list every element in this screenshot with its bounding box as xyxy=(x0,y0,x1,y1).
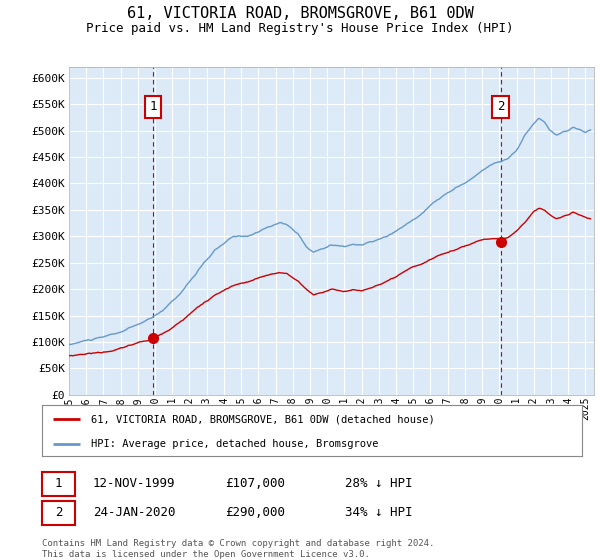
Text: 61, VICTORIA ROAD, BROMSGROVE, B61 0DW: 61, VICTORIA ROAD, BROMSGROVE, B61 0DW xyxy=(127,6,473,21)
Text: 1: 1 xyxy=(149,100,157,113)
Text: 2: 2 xyxy=(55,506,62,520)
Text: 34% ↓ HPI: 34% ↓ HPI xyxy=(345,506,413,520)
Text: £290,000: £290,000 xyxy=(225,506,285,520)
Text: Price paid vs. HM Land Registry's House Price Index (HPI): Price paid vs. HM Land Registry's House … xyxy=(86,22,514,35)
Text: Contains HM Land Registry data © Crown copyright and database right 2024.
This d: Contains HM Land Registry data © Crown c… xyxy=(42,539,434,559)
Text: 24-JAN-2020: 24-JAN-2020 xyxy=(93,506,176,520)
Text: 12-NOV-1999: 12-NOV-1999 xyxy=(93,477,176,491)
Text: 2: 2 xyxy=(497,100,504,113)
Text: HPI: Average price, detached house, Bromsgrove: HPI: Average price, detached house, Brom… xyxy=(91,438,378,449)
Text: 61, VICTORIA ROAD, BROMSGROVE, B61 0DW (detached house): 61, VICTORIA ROAD, BROMSGROVE, B61 0DW (… xyxy=(91,414,434,424)
Text: 1: 1 xyxy=(55,477,62,491)
Text: £107,000: £107,000 xyxy=(225,477,285,491)
Text: 28% ↓ HPI: 28% ↓ HPI xyxy=(345,477,413,491)
